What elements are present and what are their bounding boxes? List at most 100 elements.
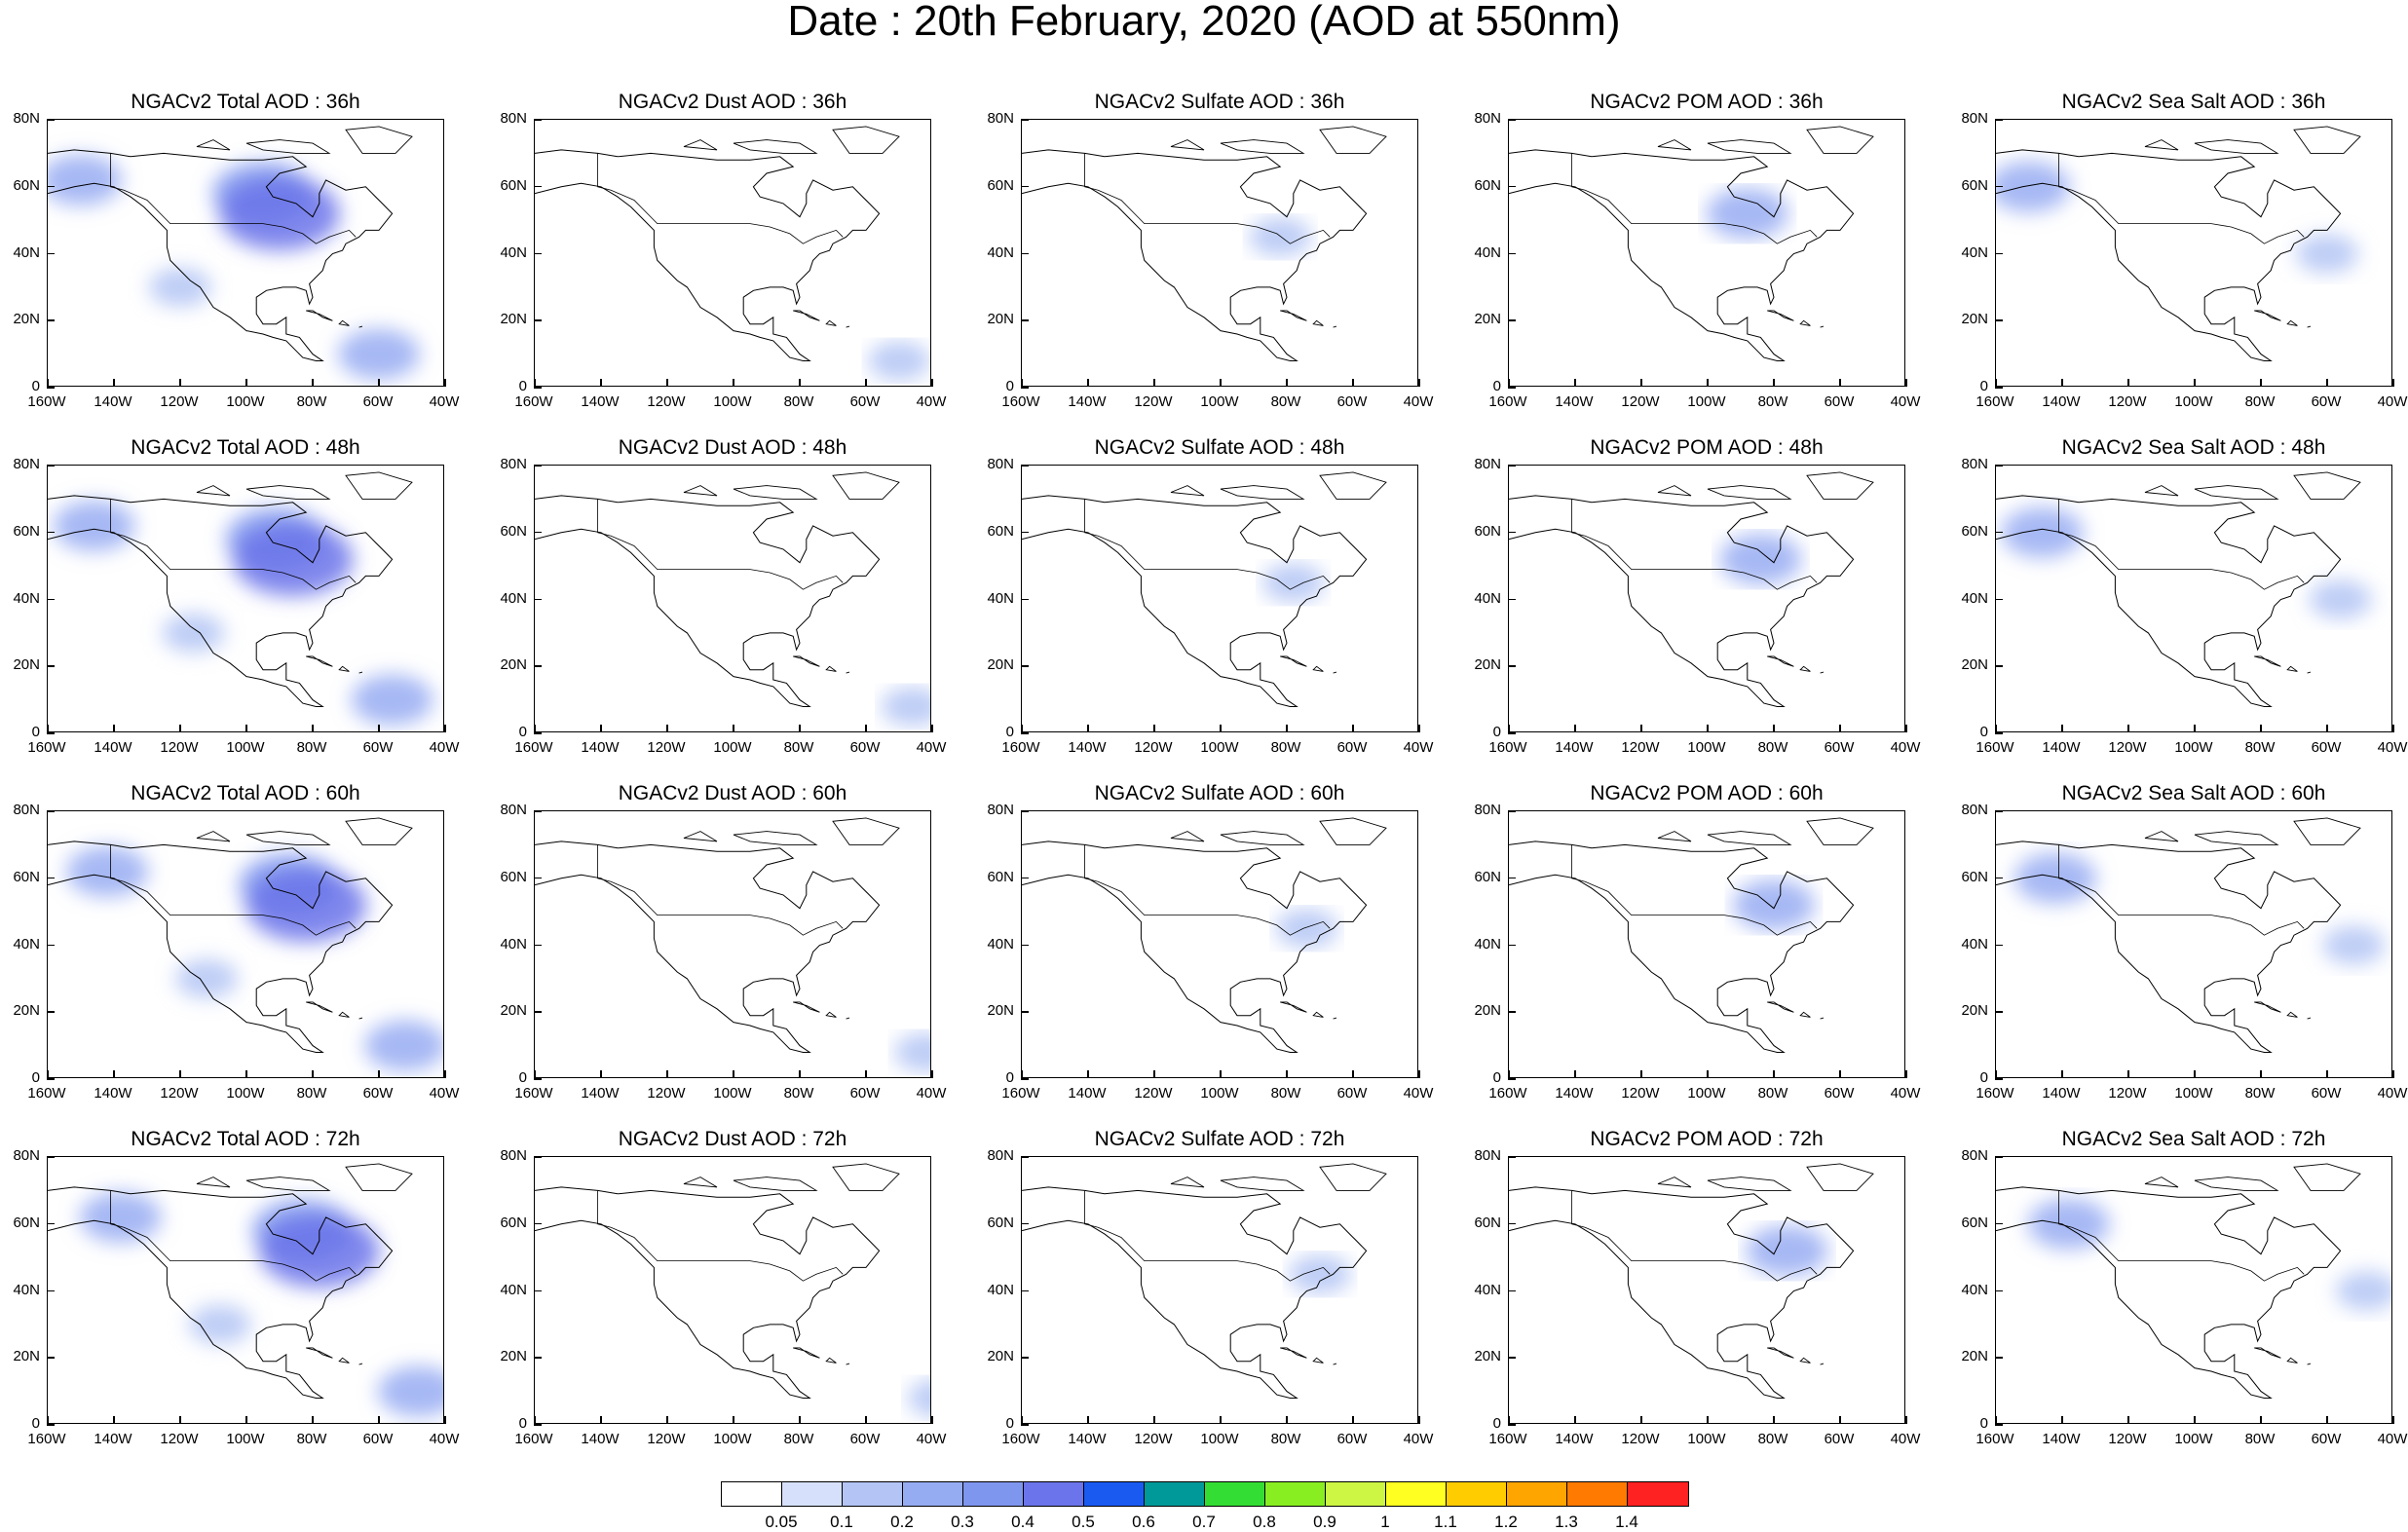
lon-tickmark	[444, 379, 446, 387]
lat-tick-label: 80N	[1474, 110, 1501, 127]
lon-tick-label: 160W	[1975, 739, 2014, 756]
lon-tickmark	[733, 379, 734, 387]
lat-tickmark	[534, 119, 542, 121]
lat-tickmark	[534, 877, 542, 879]
lon-tick-label: 80W	[2244, 1431, 2276, 1447]
colorbar-swatch	[1084, 1482, 1145, 1506]
lon-tickmark	[1021, 1070, 1023, 1078]
lon-tickmark	[312, 725, 314, 732]
lon-tick-label: 60W	[1336, 1085, 1368, 1102]
lat-tick-label: 40N	[1961, 935, 1988, 953]
national-border	[1084, 499, 1331, 590]
lat-tickmark	[47, 1424, 55, 1426]
lon-tick-label: 160W	[1001, 739, 1040, 756]
aod-field-blob	[219, 176, 340, 251]
lon-tick-label: 40W	[2377, 1431, 2408, 1447]
island-outline	[1799, 665, 1811, 672]
lon-tick-label: 140W	[94, 1431, 132, 1447]
island-outline	[1657, 1177, 1692, 1188]
lon-tick-label: 80W	[1757, 1431, 1788, 1447]
lat-tick-label: 80N	[13, 1147, 40, 1164]
lon-tickmark	[600, 725, 602, 732]
panel-title: NGACv2 POM AOD : 48h	[1590, 436, 1824, 459]
lat-tick-label: 0	[518, 378, 527, 394]
coastline	[1509, 1186, 1855, 1399]
lon-tickmark	[1220, 725, 1222, 732]
island-outline	[196, 139, 231, 151]
lon-tickmark	[1773, 725, 1775, 732]
lon-tickmark	[47, 1416, 49, 1424]
lat-tick-label: 60N	[1961, 176, 1988, 194]
colorbar-label: 1.1	[1434, 1513, 1457, 1531]
lon-tickmark	[1839, 725, 1841, 732]
coastline	[535, 1186, 881, 1399]
colorbar-label: 0.1	[830, 1513, 853, 1531]
lat-tickmark	[1508, 1222, 1516, 1225]
map-panel	[47, 119, 444, 387]
aod-field-blob	[1249, 217, 1312, 257]
lat-tick-label: 60N	[1474, 176, 1501, 194]
aod-field-blob	[2335, 1271, 2391, 1311]
lat-tick-label: 40N	[500, 1281, 527, 1298]
island-outline	[1806, 1163, 1874, 1191]
lat-tick-label: 60N	[500, 868, 527, 885]
lon-tickmark	[245, 725, 247, 732]
lon-tickmark	[1995, 379, 1997, 387]
island-outline	[1280, 1001, 1307, 1013]
lon-tick-label: 120W	[1621, 1431, 1660, 1447]
lat-tickmark	[1508, 1289, 1516, 1291]
lat-tickmark	[1021, 1357, 1029, 1359]
lon-tickmark	[733, 1416, 734, 1424]
island-outline	[793, 1001, 820, 1013]
lat-tickmark	[534, 1424, 542, 1426]
island-outline	[2286, 319, 2298, 326]
lon-tickmark	[245, 1416, 247, 1424]
lon-tickmark	[113, 725, 115, 732]
island-outline	[793, 655, 820, 667]
island-outline	[1280, 655, 1307, 667]
lon-tickmark	[179, 1416, 181, 1424]
lat-tick-label: 0	[1005, 1069, 1014, 1086]
lat-tick-label: 20N	[1474, 1348, 1501, 1365]
colorbar-label: 0.3	[951, 1513, 974, 1531]
aod-field-blob	[1719, 534, 1802, 585]
lon-tickmark	[865, 725, 867, 732]
island-outline	[846, 1017, 850, 1020]
lat-tickmark	[1508, 1011, 1516, 1013]
island-outline	[1220, 485, 1305, 500]
lon-tick-label: 160W	[514, 393, 553, 410]
lat-tickmark	[534, 1078, 542, 1080]
lon-tickmark	[2326, 725, 2328, 732]
lon-tick-label: 40W	[2377, 393, 2408, 410]
lon-tickmark	[1352, 1070, 1354, 1078]
lat-tick-label: 40N	[1474, 935, 1501, 953]
lon-tickmark	[444, 1416, 446, 1424]
lon-tickmark	[113, 1416, 115, 1424]
lon-tickmark	[1418, 379, 1420, 387]
island-outline	[825, 665, 837, 672]
island-outline	[345, 471, 413, 500]
coastline	[1022, 841, 1368, 1053]
lon-tick-label: 40W	[916, 739, 947, 756]
lon-tick-label: 60W	[1824, 393, 1855, 410]
island-outline	[2286, 1011, 2298, 1018]
island-outline	[1170, 831, 1205, 842]
lat-tick-label: 60N	[1961, 1214, 1988, 1231]
island-outline	[1707, 485, 1792, 500]
aod-field-blob	[351, 674, 433, 726]
coastline	[1996, 1186, 2342, 1399]
lon-tickmark	[2194, 379, 2196, 387]
lat-tickmark	[1995, 877, 2003, 879]
lat-tickmark	[1995, 1222, 2003, 1225]
aod-field-blob	[2322, 925, 2386, 965]
island-outline	[306, 655, 333, 667]
lon-tick-label: 120W	[647, 393, 686, 410]
aod-field-blob	[258, 1214, 380, 1289]
lon-tick-label: 40W	[429, 1431, 460, 1447]
island-outline	[245, 1177, 331, 1191]
aod-field-blob	[364, 1020, 443, 1071]
lat-tick-label: 80N	[1961, 1147, 1988, 1164]
map-svg	[1022, 817, 1387, 1053]
lat-tickmark	[1995, 810, 2003, 812]
lat-tick-label: 80N	[13, 456, 40, 472]
